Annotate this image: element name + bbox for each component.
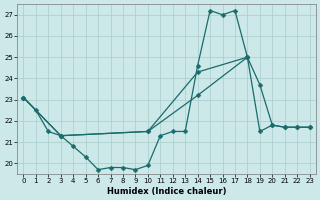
- X-axis label: Humidex (Indice chaleur): Humidex (Indice chaleur): [107, 187, 226, 196]
